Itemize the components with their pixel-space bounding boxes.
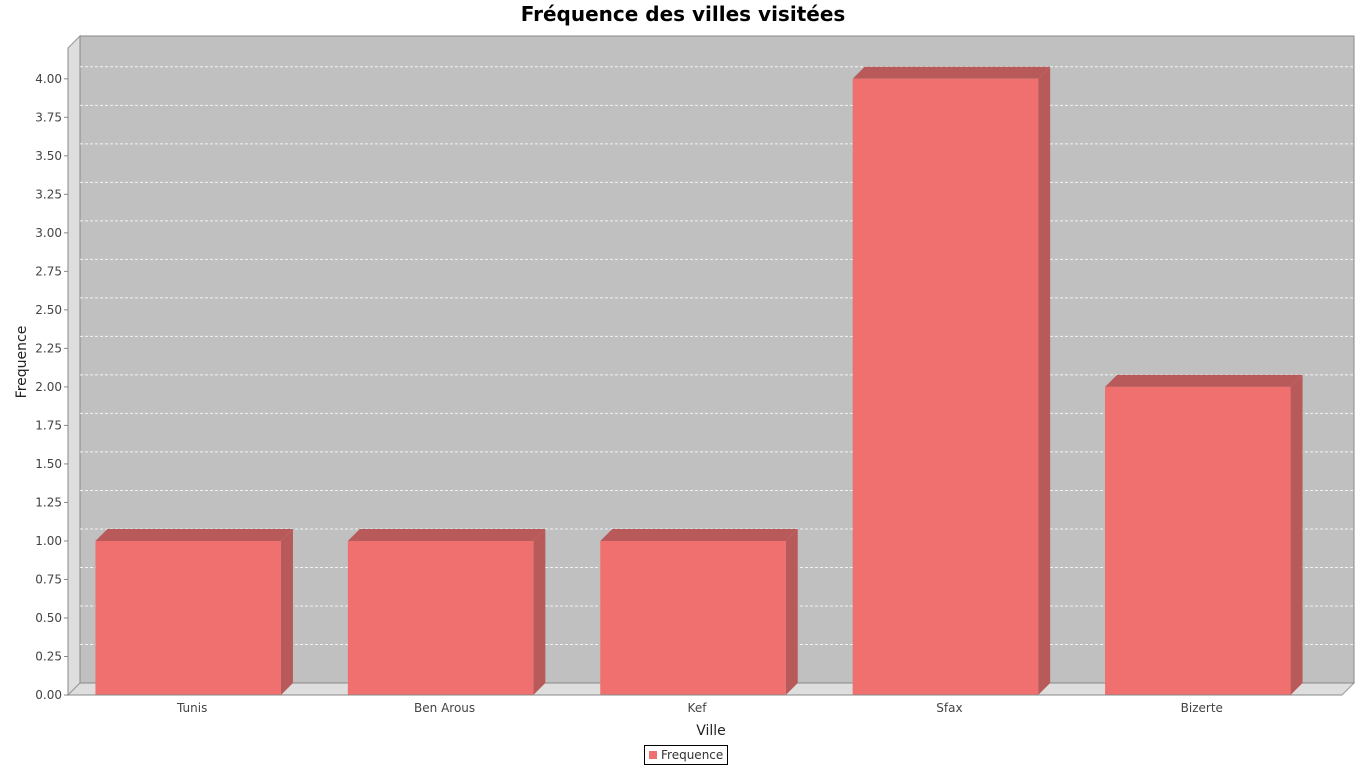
y-tick-labels: 0.00 0.25 0.50 0.75 1.00 1.25 1.50 1.75 2.00 2.25… (35, 72, 68, 702)
x-tick-label: Tunis (176, 701, 207, 715)
bar-side (785, 528, 798, 695)
x-axis-label: Ville (696, 723, 726, 739)
y-tick-label: 4.00 (35, 72, 62, 86)
y-tick-label: 2.50 (35, 303, 62, 317)
y-tick-label: 2.75 (35, 264, 62, 278)
y-tick-label: 3.75 (35, 110, 62, 124)
legend: Frequence (644, 745, 729, 765)
bar-side (280, 528, 293, 695)
bar (1105, 386, 1291, 695)
bar (600, 540, 786, 695)
x-tick-label: Bizerte (1181, 701, 1223, 715)
bar-top (95, 528, 293, 541)
y-tick-label: 1.00 (35, 534, 62, 548)
x-tick-label: Ben Arous (414, 701, 475, 715)
y-axis-label: Frequence (14, 326, 30, 399)
bar-top (347, 528, 546, 541)
plot-left-wall (67, 34, 81, 697)
y-tick-label: 1.75 (35, 418, 62, 432)
y-tick-label: 1.25 (35, 495, 62, 509)
legend-label: Frequence (661, 748, 724, 762)
x-tick-label: Sfax (936, 701, 962, 715)
y-tick-label: 2.25 (35, 341, 62, 355)
y-tick-label: 0.00 (35, 688, 62, 702)
bar-side (1290, 374, 1303, 695)
y-tick-label: 3.25 (35, 187, 62, 201)
bar-top (852, 66, 1051, 79)
bar-top (1105, 374, 1303, 387)
bar (852, 78, 1039, 696)
legend-swatch (649, 751, 657, 759)
bar-ben-arous (347, 528, 546, 695)
bar (347, 540, 534, 695)
bar (95, 540, 281, 695)
bar-sfax (852, 66, 1051, 696)
y-tick-label: 0.75 (35, 572, 62, 586)
bar-kef (600, 528, 798, 695)
y-tick-label: 1.50 (35, 457, 62, 471)
bar-side (533, 528, 546, 695)
y-tick-label: 3.50 (35, 149, 62, 163)
x-tick-label: Kef (688, 701, 708, 715)
y-tick-label: 0.50 (35, 611, 62, 625)
bar-side (1038, 66, 1051, 696)
chart-title: Fréquence des villes visitées (520, 2, 846, 26)
bars (95, 66, 1303, 696)
bar-tunis (95, 528, 293, 695)
bar-top (600, 528, 798, 541)
x-tick-labels: Tunis Ben Arous Kef Sfax Bizerte (176, 701, 1223, 715)
y-tick-label: 2.00 (35, 380, 62, 394)
y-tick-label: 3.00 (35, 226, 62, 240)
y-tick-label: 0.25 (35, 649, 62, 663)
bar-bizerte (1105, 374, 1303, 695)
